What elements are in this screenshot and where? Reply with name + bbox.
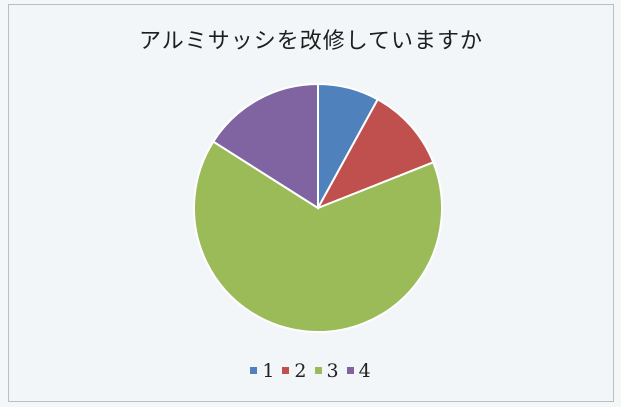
- pie-slice-4: [211, 82, 319, 210]
- pie-slice-3: [193, 140, 443, 333]
- legend-label-3: 3: [326, 360, 339, 382]
- legend-swatch-4: [346, 366, 354, 374]
- legend-swatch-3: [314, 366, 322, 374]
- pie-slice-2: [315, 97, 435, 210]
- legend-label-4: 4: [358, 360, 371, 382]
- legend-item-2: 2: [282, 360, 307, 382]
- legend-item-4: 4: [346, 360, 371, 382]
- legend-swatch-2: [282, 366, 290, 374]
- legend-item-1: 1: [250, 360, 274, 382]
- legend-swatch-1: [250, 366, 258, 374]
- legend-item-3: 3: [314, 360, 339, 382]
- legend-label-2: 2: [294, 360, 307, 382]
- chart-title: アルミサッシを改修していますか: [138, 29, 484, 54]
- legend-label-1: 1: [262, 360, 275, 382]
